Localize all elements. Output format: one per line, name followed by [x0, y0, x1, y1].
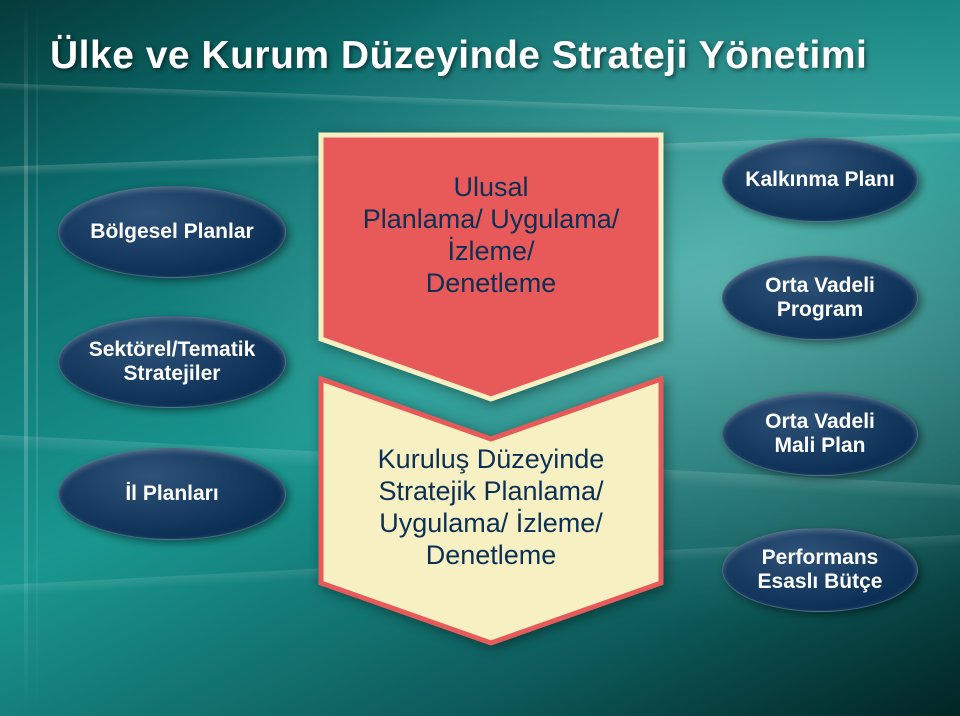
right-ellipse: Orta VadeliMali Plan [722, 392, 918, 476]
page-title: Ülke ve Kurum Düzeyinde Strateji Yönetim… [50, 34, 867, 78]
right-ellipse: Orta VadeliProgram [722, 256, 918, 340]
chevron-top-label: UlusalPlanlama/ Uygulama/İzleme/Denetlem… [331, 172, 651, 299]
decor-vline [24, 0, 28, 716]
decor-vline [36, 0, 38, 716]
center-chevrons: UlusalPlanlama/ Uygulama/İzleme/Denetlem… [318, 132, 664, 652]
right-ellipse: Kalkınma Planı [722, 138, 918, 222]
left-ellipse: İl Planları [58, 448, 286, 540]
left-ellipse: Bölgesel Planlar [58, 186, 286, 278]
left-ellipse: Sektörel/TematikStratejiler [58, 316, 286, 408]
chevron-bottom-label: Kuruluş DüzeyindeStratejik Planlama/Uygu… [331, 444, 651, 571]
right-ellipse: PerformansEsaslı Bütçe [722, 528, 918, 612]
